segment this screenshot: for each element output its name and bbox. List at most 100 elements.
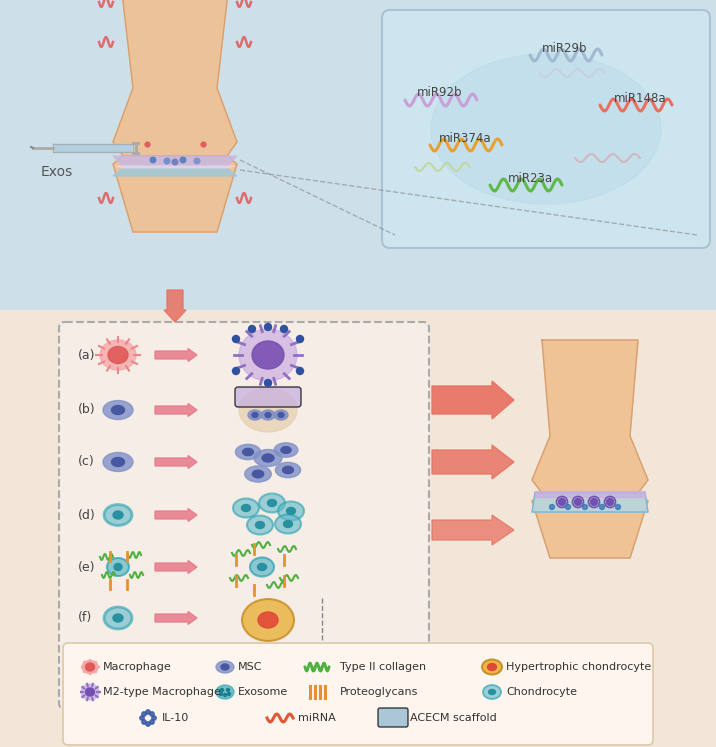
Ellipse shape bbox=[283, 466, 294, 474]
Ellipse shape bbox=[286, 507, 296, 515]
Polygon shape bbox=[53, 144, 133, 152]
FancyArrow shape bbox=[432, 381, 514, 419]
FancyBboxPatch shape bbox=[59, 322, 429, 709]
FancyArrow shape bbox=[164, 290, 186, 322]
Ellipse shape bbox=[483, 685, 501, 699]
Ellipse shape bbox=[262, 454, 274, 462]
Circle shape bbox=[220, 692, 223, 695]
Text: miR23a: miR23a bbox=[508, 172, 553, 185]
Ellipse shape bbox=[103, 400, 133, 420]
Ellipse shape bbox=[113, 511, 123, 519]
Text: miR29b: miR29b bbox=[542, 42, 588, 55]
FancyBboxPatch shape bbox=[378, 708, 408, 727]
Circle shape bbox=[146, 710, 150, 714]
Circle shape bbox=[223, 693, 226, 696]
Ellipse shape bbox=[276, 462, 301, 477]
Ellipse shape bbox=[258, 612, 278, 628]
Circle shape bbox=[142, 712, 146, 716]
FancyBboxPatch shape bbox=[235, 387, 301, 407]
Ellipse shape bbox=[239, 388, 297, 432]
Text: (d): (d) bbox=[78, 509, 96, 521]
Ellipse shape bbox=[216, 661, 234, 673]
Ellipse shape bbox=[242, 599, 294, 641]
Ellipse shape bbox=[112, 457, 125, 466]
Text: miR374a: miR374a bbox=[439, 131, 491, 144]
FancyArrow shape bbox=[432, 515, 514, 545]
Ellipse shape bbox=[113, 614, 123, 622]
Text: Proteoglycans: Proteoglycans bbox=[340, 687, 418, 697]
Ellipse shape bbox=[112, 406, 125, 415]
FancyArrow shape bbox=[155, 403, 197, 417]
Ellipse shape bbox=[258, 563, 266, 571]
Text: miRNA: miRNA bbox=[298, 713, 336, 723]
Text: Hypertrophic chondrocyte: Hypertrophic chondrocyte bbox=[506, 662, 652, 672]
Circle shape bbox=[221, 689, 223, 692]
Ellipse shape bbox=[254, 450, 282, 466]
Ellipse shape bbox=[81, 684, 99, 700]
Circle shape bbox=[583, 504, 588, 509]
Ellipse shape bbox=[252, 412, 258, 418]
Circle shape bbox=[180, 157, 185, 163]
Circle shape bbox=[558, 498, 566, 506]
FancyBboxPatch shape bbox=[63, 643, 653, 745]
Ellipse shape bbox=[275, 515, 301, 533]
Text: (e): (e) bbox=[78, 560, 95, 574]
Circle shape bbox=[591, 498, 597, 506]
Ellipse shape bbox=[278, 412, 284, 418]
Circle shape bbox=[194, 158, 200, 164]
Circle shape bbox=[228, 692, 231, 695]
Ellipse shape bbox=[250, 557, 274, 577]
Circle shape bbox=[233, 335, 239, 343]
Ellipse shape bbox=[239, 329, 297, 381]
Bar bbox=[0, 0, 716, 310]
Circle shape bbox=[296, 368, 304, 374]
Circle shape bbox=[264, 323, 271, 330]
Circle shape bbox=[173, 159, 178, 165]
Ellipse shape bbox=[104, 504, 132, 525]
Ellipse shape bbox=[85, 663, 95, 671]
Ellipse shape bbox=[114, 563, 122, 571]
Polygon shape bbox=[113, 156, 237, 232]
Ellipse shape bbox=[233, 498, 259, 518]
Ellipse shape bbox=[82, 660, 98, 674]
Circle shape bbox=[152, 716, 156, 720]
Text: ACECM scaffold: ACECM scaffold bbox=[410, 713, 497, 723]
Text: Chondrocyte: Chondrocyte bbox=[506, 687, 577, 697]
FancyArrow shape bbox=[155, 349, 197, 362]
Text: MSC: MSC bbox=[238, 662, 263, 672]
Polygon shape bbox=[113, 168, 237, 176]
Text: miR148a: miR148a bbox=[614, 91, 667, 105]
Ellipse shape bbox=[431, 54, 661, 204]
Circle shape bbox=[226, 689, 230, 692]
Polygon shape bbox=[532, 493, 648, 512]
Ellipse shape bbox=[108, 347, 128, 364]
Text: Type II collagen: Type II collagen bbox=[340, 662, 426, 672]
Polygon shape bbox=[535, 491, 645, 497]
Circle shape bbox=[233, 368, 239, 374]
Ellipse shape bbox=[268, 500, 276, 506]
Ellipse shape bbox=[265, 412, 271, 418]
Circle shape bbox=[549, 504, 554, 509]
Ellipse shape bbox=[259, 494, 285, 512]
Polygon shape bbox=[113, 0, 237, 156]
Circle shape bbox=[150, 157, 156, 163]
Circle shape bbox=[616, 504, 621, 509]
Text: (b): (b) bbox=[78, 403, 96, 417]
Text: IL-10: IL-10 bbox=[162, 713, 189, 723]
Text: miR92b: miR92b bbox=[417, 87, 463, 99]
Text: Macrophage: Macrophage bbox=[103, 662, 172, 672]
Ellipse shape bbox=[482, 660, 502, 675]
Circle shape bbox=[599, 504, 604, 509]
Text: (c): (c) bbox=[78, 456, 95, 468]
Circle shape bbox=[296, 335, 304, 343]
Ellipse shape bbox=[100, 340, 136, 370]
Circle shape bbox=[264, 379, 271, 386]
FancyBboxPatch shape bbox=[382, 10, 710, 248]
Ellipse shape bbox=[252, 341, 284, 369]
Ellipse shape bbox=[274, 443, 298, 457]
Ellipse shape bbox=[488, 689, 495, 695]
Circle shape bbox=[248, 326, 256, 332]
Ellipse shape bbox=[261, 410, 275, 420]
FancyArrow shape bbox=[155, 456, 197, 468]
Text: Exosome: Exosome bbox=[238, 687, 289, 697]
